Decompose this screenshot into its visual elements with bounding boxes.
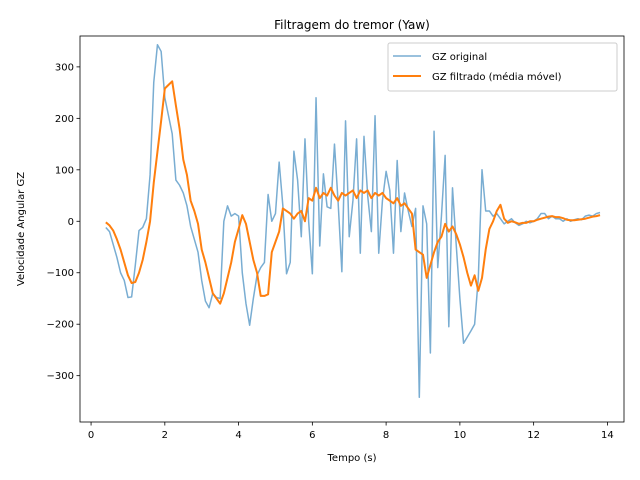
series-layer bbox=[105, 44, 601, 399]
x-tick-label: 0 bbox=[88, 430, 94, 441]
y-tick-label: 300 bbox=[55, 62, 74, 73]
chart-title: Filtragem do tremor (Yaw) bbox=[274, 18, 430, 32]
series-line-gz-original bbox=[105, 44, 601, 399]
y-tick-label: −100 bbox=[47, 268, 74, 279]
series-line-gz-filtrado bbox=[105, 80, 601, 305]
plot-area bbox=[79, 35, 625, 423]
legend-label-gz-original: GZ original bbox=[432, 52, 487, 63]
x-tick-label: 6 bbox=[309, 430, 315, 441]
x-axis-label: Tempo (s) bbox=[327, 453, 377, 464]
legend-label-gz-filtrado: GZ filtrado (média móvel) bbox=[432, 71, 562, 83]
y-tick-label: 200 bbox=[55, 114, 74, 125]
axes-frame bbox=[79, 35, 625, 423]
y-tick-label: −300 bbox=[47, 371, 74, 382]
y-tick-label: −200 bbox=[47, 320, 74, 331]
x-tick-label: 8 bbox=[383, 430, 389, 441]
y-axis: −300 −200 −100 0 100 200 300 bbox=[47, 62, 80, 382]
legend-box bbox=[387, 42, 618, 92]
y-tick-label: 0 bbox=[68, 217, 74, 228]
x-tick-label: 4 bbox=[235, 430, 241, 441]
y-axis-label: Velocidade Angular GZ bbox=[16, 172, 27, 286]
x-tick-label: 2 bbox=[162, 430, 168, 441]
y-tick-label: 100 bbox=[55, 165, 74, 176]
x-tick-label: 10 bbox=[454, 430, 467, 441]
x-tick-label: 12 bbox=[527, 430, 540, 441]
x-tick-label: 14 bbox=[601, 430, 614, 441]
legend: GZ original GZ filtrado (média móvel) bbox=[387, 42, 618, 92]
x-axis: 0 2 4 6 8 10 12 14 bbox=[88, 422, 614, 441]
